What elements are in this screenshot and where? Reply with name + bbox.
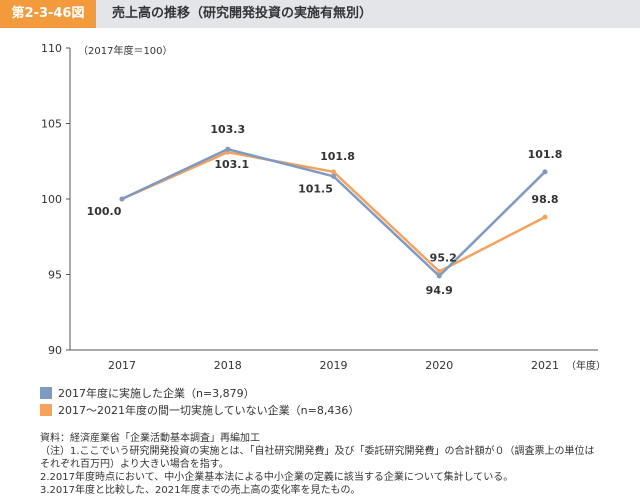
source-note: 資料：経済産業省「企業活動基本調査」再編加工 xyxy=(40,433,260,444)
data-label-series-2: 103.1 xyxy=(214,158,249,171)
data-point-series-2 xyxy=(542,214,548,220)
data-label-series-1: 94.9 xyxy=(426,284,453,297)
data-point-series-2 xyxy=(436,268,442,274)
data-point-series-1 xyxy=(542,169,548,175)
legend-swatch-series-1 xyxy=(40,386,52,399)
data-label-series-1: 100.0 xyxy=(87,205,122,218)
y-tick-label: 95 xyxy=(48,269,62,282)
note-1b: それぞれ百万円）より大きい場合を指す。 xyxy=(40,459,229,470)
data-point-series-1 xyxy=(225,146,231,152)
y-tick-label: 105 xyxy=(41,118,62,131)
x-tick-label: 2019 xyxy=(320,359,348,372)
x-tick-label: 2021 xyxy=(531,359,559,372)
legend: 2017年度に実施した企業（n=3,879） 2017～2021年度の間一切実施… xyxy=(40,384,359,418)
data-label-series-2: 101.8 xyxy=(320,150,355,163)
data-point-series-2 xyxy=(331,169,336,175)
line-chart: 110 105 100 95 90 （2017年度＝100） 2017 2018 2019 202… xyxy=(41,42,606,372)
figure-title: 売上高の推移（研究開発投資の実施有無別） xyxy=(112,6,373,21)
notes: 資料：経済産業省「企業活動基本調査」再編加工 （注）1.ここでいう研究開発投資の… xyxy=(40,432,630,497)
x-tick-label: 2020 xyxy=(425,359,453,372)
y-tick-label: 110 xyxy=(41,42,62,55)
data-point-series-1 xyxy=(436,273,442,279)
note-1a: （注）1.ここでいう研究開発投資の実施とは、「自社研究開発費」及び「委託研究開発… xyxy=(40,446,595,457)
x-axis-unit: （年度） xyxy=(566,359,606,372)
figure-number: 第2-3-46図 xyxy=(0,0,96,28)
data-label-series-1: 101.5 xyxy=(298,182,333,195)
legend-item-series-2: 2017～2021年度の間一切実施していない企業（n=8,436） xyxy=(40,401,359,418)
data-label-series-1: 103.3 xyxy=(210,123,245,136)
series-line-1 xyxy=(121,147,546,278)
x-tick-label: 2018 xyxy=(214,359,242,372)
legend-label-series-2: 2017～2021年度の間一切実施していない企業（n=8,436） xyxy=(58,403,360,417)
data-label-series-2: 98.8 xyxy=(531,193,558,206)
figure-header: 第2-3-46図 売上高の推移（研究開発投資の実施有無別） xyxy=(0,0,640,28)
data-point-series-1 xyxy=(119,196,125,202)
data-label-series-2: 95.2 xyxy=(430,251,457,264)
note-3: 3.2017年度と比較した、2021年度までの売上高の変化率を見たもの。 xyxy=(40,485,361,496)
legend-item-series-1: 2017年度に実施した企業（n=3,879） xyxy=(40,384,359,401)
data-point-series-1 xyxy=(331,173,336,179)
legend-swatch-series-2 xyxy=(40,403,52,416)
note-2: 2.2017年度時点において、中小企業基本法による中小企業の定義に該当する企業に… xyxy=(40,472,514,483)
y-tick-label: 100 xyxy=(41,193,62,206)
y-tick-label: 90 xyxy=(48,344,62,357)
x-tick-label: 2017 xyxy=(108,359,136,372)
legend-label-series-1: 2017年度に実施した企業（n=3,879） xyxy=(58,386,255,400)
data-label-series-1: 101.8 xyxy=(528,148,563,161)
index-note: （2017年度＝100） xyxy=(78,44,173,57)
